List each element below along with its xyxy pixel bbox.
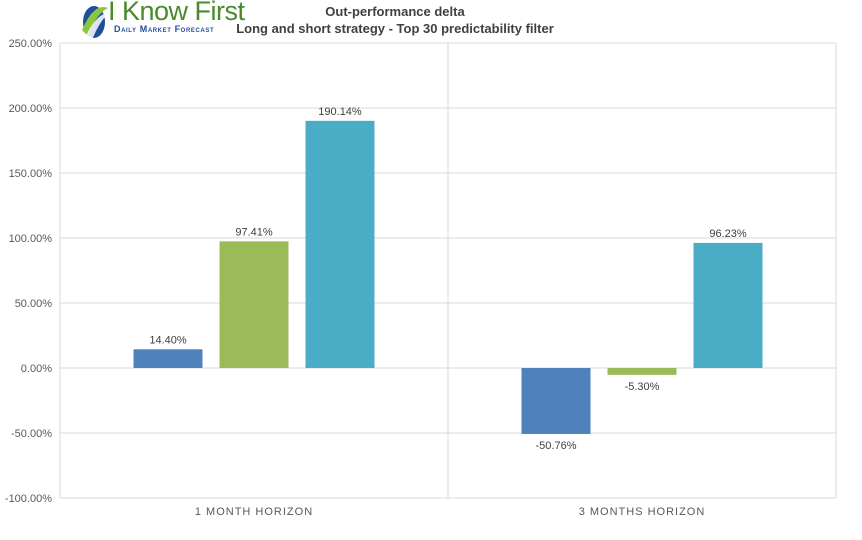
logo-brand-text: I Know First xyxy=(108,0,245,26)
y-tick-label: 200.00% xyxy=(9,103,53,115)
y-tick-label: 100.00% xyxy=(9,233,53,245)
data-label: -5.30% xyxy=(625,381,660,393)
y-tick-label: 0.00% xyxy=(21,363,52,375)
y-tick-label: -100.00% xyxy=(5,493,52,505)
y-tick-label: 150.00% xyxy=(9,168,53,180)
logo-swoosh-icon xyxy=(82,6,110,40)
bar xyxy=(305,120,375,369)
data-label: 96.23% xyxy=(709,228,747,240)
data-label: 14.40% xyxy=(149,334,187,346)
data-label: -50.76% xyxy=(536,440,577,452)
data-label: 190.14% xyxy=(318,106,362,118)
y-tick-label: -50.00% xyxy=(11,428,52,440)
bar xyxy=(693,242,763,368)
logo-tagline: Daily Market Forecast xyxy=(114,24,215,34)
bar xyxy=(219,241,289,368)
chart-title-block: Out-performance delta Long and short str… xyxy=(230,3,560,37)
bar xyxy=(521,368,591,434)
chart-subtitle: Long and short strategy - Top 30 predict… xyxy=(236,21,554,36)
brand-logo: I Know First Daily Market Forecast xyxy=(78,0,245,42)
bar xyxy=(607,368,677,375)
chart-title: Out-performance delta xyxy=(325,4,465,19)
x-category-label: 3 MONTHS HORIZON xyxy=(579,506,706,518)
bar xyxy=(133,349,203,368)
y-tick-label: 250.00% xyxy=(9,38,53,50)
y-tick-label: 50.00% xyxy=(15,298,53,310)
x-category-label: 1 MONTH HORIZON xyxy=(195,506,313,518)
data-label: 97.41% xyxy=(235,226,273,238)
